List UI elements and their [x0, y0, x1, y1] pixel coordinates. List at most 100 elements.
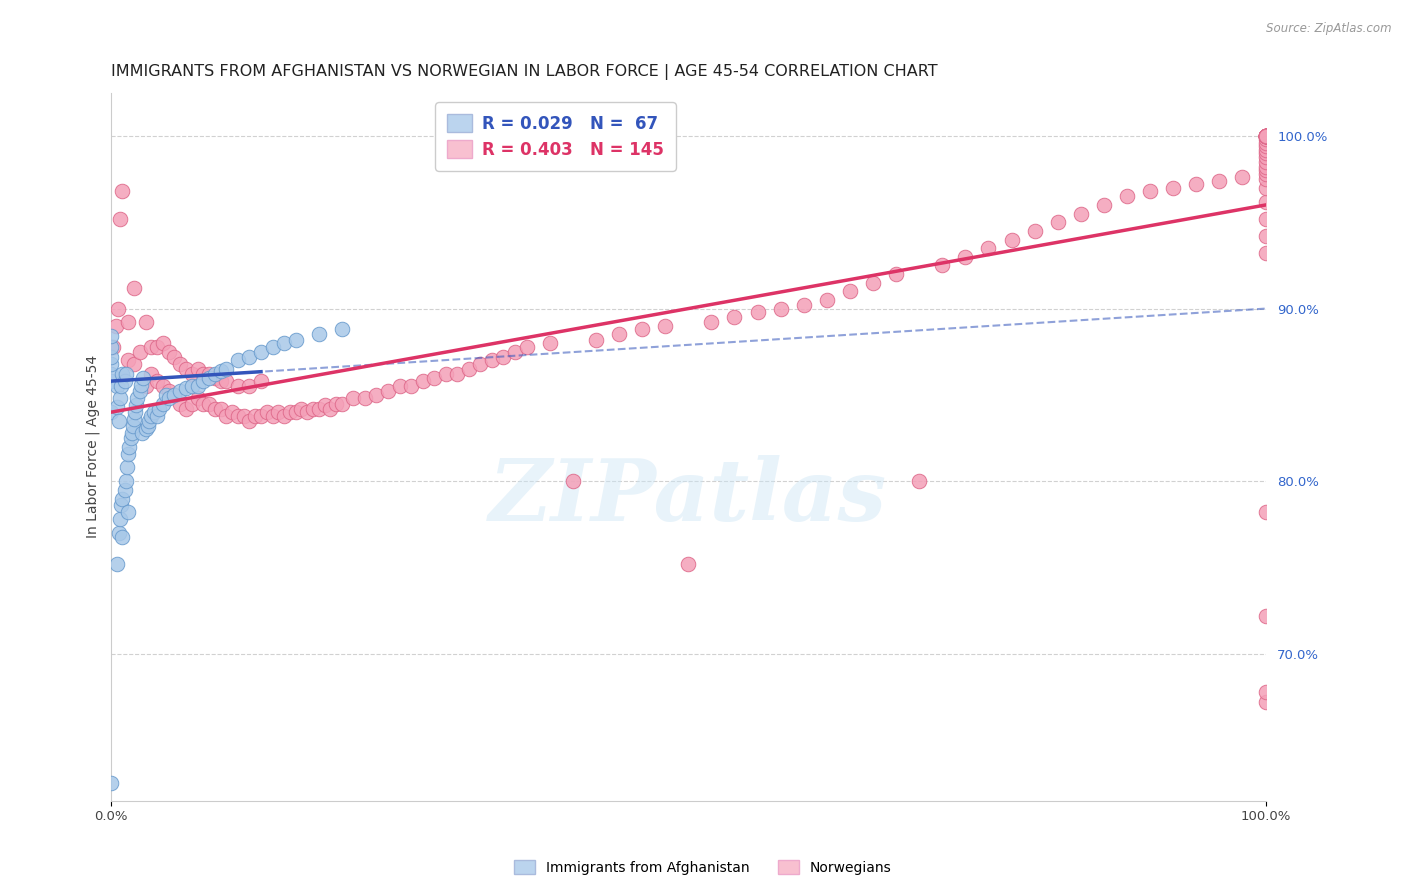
Point [131, 425, 153, 440]
Point [103, 340, 125, 354]
Point [1254, 146, 1277, 161]
Point [163, 388, 186, 402]
Point [1254, 695, 1277, 709]
Point [157, 344, 180, 359]
Point [114, 483, 136, 497]
Point [503, 344, 526, 359]
Point [747, 305, 769, 319]
Point [238, 379, 260, 393]
Point [221, 405, 243, 419]
Point [186, 362, 208, 376]
Point [110, 499, 132, 513]
Point [141, 340, 163, 354]
Point [226, 353, 249, 368]
Text: IMMIGRANTS FROM AFGHANISTAN VS NORWEGIAN IN LABOR FORCE | AGE 45-54 CORRELATION : IMMIGRANTS FROM AFGHANISTAN VS NORWEGIAN… [111, 64, 938, 80]
Point [308, 327, 330, 342]
Point [607, 327, 630, 342]
Point [111, 530, 134, 544]
Point [146, 374, 169, 388]
Point [330, 322, 353, 336]
Point [1254, 505, 1277, 519]
Point [186, 392, 208, 406]
Point [100, 776, 122, 790]
Point [135, 379, 157, 393]
Point [122, 281, 145, 295]
Point [290, 401, 312, 416]
Point [117, 447, 139, 461]
Point [128, 344, 150, 359]
Point [100, 329, 122, 343]
Point [118, 440, 141, 454]
Point [561, 475, 583, 489]
Point [100, 374, 122, 388]
Point [180, 396, 202, 410]
Point [193, 396, 215, 410]
Point [1254, 128, 1277, 143]
Point [1254, 139, 1277, 153]
Y-axis label: In Labor Force | Age 45-54: In Labor Force | Age 45-54 [86, 355, 100, 538]
Point [457, 362, 479, 376]
Point [434, 368, 457, 382]
Point [481, 353, 503, 368]
Point [198, 396, 221, 410]
Point [117, 353, 139, 368]
Point [977, 241, 1000, 255]
Legend: R = 0.029   N =  67, R = 0.403   N = 145: R = 0.029 N = 67, R = 0.403 N = 145 [436, 103, 675, 170]
Point [120, 431, 142, 445]
Point [245, 409, 267, 423]
Point [308, 401, 330, 416]
Point [1254, 132, 1277, 146]
Point [931, 259, 953, 273]
Point [377, 384, 399, 399]
Point [250, 374, 273, 388]
Point [815, 293, 838, 307]
Legend: Immigrants from Afghanistan, Norwegians: Immigrants from Afghanistan, Norwegians [509, 855, 897, 880]
Point [1254, 128, 1277, 143]
Point [884, 267, 907, 281]
Point [100, 368, 122, 382]
Point [174, 401, 197, 416]
Point [152, 396, 174, 410]
Point [1046, 215, 1069, 229]
Point [1254, 163, 1277, 178]
Point [146, 409, 169, 423]
Point [100, 405, 122, 419]
Point [1232, 170, 1254, 185]
Point [169, 384, 191, 399]
Point [215, 362, 238, 376]
Point [127, 392, 149, 406]
Point [215, 374, 238, 388]
Point [108, 414, 131, 428]
Point [198, 370, 221, 384]
Point [955, 250, 977, 264]
Point [1254, 180, 1277, 194]
Point [862, 276, 884, 290]
Point [204, 370, 226, 384]
Point [193, 368, 215, 382]
Point [122, 412, 145, 426]
Point [169, 357, 191, 371]
Point [100, 340, 122, 354]
Point [412, 374, 434, 388]
Point [226, 379, 249, 393]
Point [108, 512, 131, 526]
Point [1254, 136, 1277, 150]
Point [284, 333, 307, 347]
Point [1254, 128, 1277, 143]
Point [388, 379, 411, 393]
Point [1070, 206, 1092, 220]
Point [108, 526, 131, 541]
Point [1254, 128, 1277, 143]
Point [204, 368, 226, 382]
Point [122, 357, 145, 371]
Point [273, 409, 295, 423]
Point [157, 384, 180, 399]
Point [538, 336, 561, 351]
Point [654, 318, 676, 333]
Point [148, 401, 170, 416]
Point [111, 184, 134, 198]
Point [1000, 233, 1022, 247]
Point [141, 409, 163, 423]
Point [186, 379, 208, 393]
Point [111, 368, 134, 382]
